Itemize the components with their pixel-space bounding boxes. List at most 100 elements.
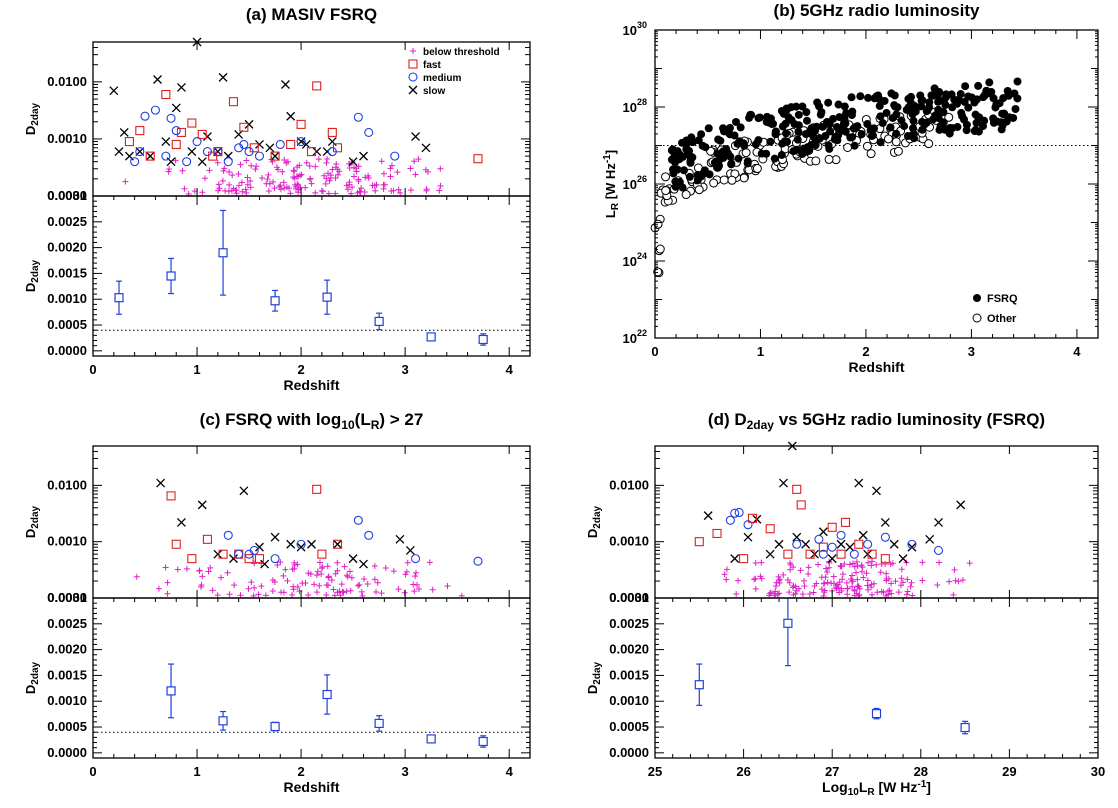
fsrq-point <box>675 150 684 159</box>
y-tick-label: 0.0020 <box>609 642 649 657</box>
binned-point <box>270 721 280 732</box>
below-threshold-point <box>723 566 730 573</box>
y-tick-label: 0.0025 <box>47 616 87 631</box>
below-threshold-points <box>721 558 973 599</box>
fsrq-point <box>875 94 884 103</box>
fast-point <box>818 542 828 552</box>
fsrq-point <box>722 145 731 154</box>
plot-frame <box>92 41 531 197</box>
fsrq-point <box>1011 105 1020 114</box>
below-threshold-point <box>322 180 329 187</box>
below-threshold-point <box>346 568 353 575</box>
below-threshold-point <box>815 561 822 568</box>
x-tick-label: 3 <box>402 362 409 377</box>
below-threshold-point <box>397 190 404 197</box>
binned-point <box>322 292 332 302</box>
below-threshold-point <box>179 167 186 174</box>
below-threshold-point <box>849 572 856 579</box>
fsrq-point <box>792 102 801 111</box>
below-threshold-point <box>290 167 297 174</box>
slow-point <box>854 478 864 488</box>
x-axis-label-subscript: R <box>867 787 875 798</box>
below-threshold-point <box>355 178 362 185</box>
fsrq-point <box>1002 117 1011 126</box>
other-point <box>752 164 762 174</box>
y-tick-label: 0.0100 <box>47 477 87 492</box>
slow-point <box>421 143 431 153</box>
legend-label: slow <box>423 86 445 97</box>
y-tick-label: 0.0020 <box>47 240 87 255</box>
fast-point <box>135 126 145 136</box>
fsrq-point <box>848 133 857 142</box>
x-axis-label-part: L <box>859 779 868 795</box>
medium-point <box>933 545 944 555</box>
below-threshold-point <box>849 560 856 567</box>
slow-point <box>197 500 207 510</box>
binned-points <box>166 663 488 748</box>
slow-point <box>359 559 368 569</box>
medium-point <box>364 530 374 540</box>
fsrq-point <box>998 109 1007 118</box>
below-threshold-point <box>853 569 860 576</box>
below-threshold-point <box>381 181 388 188</box>
below-threshold-point <box>404 559 411 566</box>
below-threshold-point <box>811 583 818 590</box>
other-point <box>811 156 821 166</box>
y-tick-label: 0.0010 <box>609 693 649 708</box>
below-threshold-point <box>868 591 875 598</box>
fast-point <box>187 554 197 564</box>
below-threshold-point <box>206 167 213 174</box>
fast-point <box>317 549 327 559</box>
below-threshold-point <box>166 166 173 173</box>
fsrq-point <box>1013 77 1022 86</box>
below-threshold-point <box>353 168 360 175</box>
fsrq-point <box>726 152 735 161</box>
slow-point <box>395 534 405 544</box>
below-threshold-point <box>411 158 418 165</box>
below-threshold-point <box>380 185 387 192</box>
below-threshold-point <box>907 583 914 590</box>
slow-point <box>858 530 868 540</box>
y-tick-label: 1028 <box>623 97 647 115</box>
y-tick-label: 0.0005 <box>47 719 87 734</box>
slow-point <box>956 500 966 510</box>
x-tick-label: 4 <box>506 362 514 377</box>
y-tick-label: 1026 <box>623 174 647 192</box>
y-tick-label-exponent: 30 <box>637 20 647 30</box>
below-threshold-point <box>318 570 325 577</box>
below-threshold-point <box>346 179 353 186</box>
plot-frame <box>654 597 1099 759</box>
fsrq-point <box>777 106 786 115</box>
fsrq-point <box>751 140 760 149</box>
chart-title-subscript: R <box>371 418 380 432</box>
below-threshold-point <box>325 170 332 177</box>
fsrq-point <box>939 96 948 105</box>
below-threshold-point <box>411 588 418 595</box>
other-point <box>661 172 671 182</box>
below-threshold-point <box>199 573 206 580</box>
fast-point <box>244 554 254 564</box>
below-threshold-point <box>209 587 216 594</box>
below-threshold-point <box>429 586 436 593</box>
fast-point <box>171 539 181 549</box>
below-threshold-point <box>358 588 365 595</box>
below-threshold-point <box>338 581 345 588</box>
series-medium <box>130 105 400 167</box>
below-threshold-point <box>270 178 277 185</box>
below-threshold-point <box>283 184 290 191</box>
below-threshold-point <box>955 578 962 585</box>
below-threshold-point <box>407 165 414 172</box>
y-axis-label-subscript: 2day <box>30 102 41 125</box>
legend-label: medium <box>423 73 461 84</box>
below-threshold-point <box>856 585 863 592</box>
fsrq-point <box>787 115 796 124</box>
below-threshold-point <box>864 577 871 584</box>
below-threshold-point <box>839 571 846 578</box>
below-threshold-point <box>296 162 303 169</box>
below-threshold-point <box>245 585 252 592</box>
fsrq-point <box>918 96 927 105</box>
fsrq-point <box>700 166 709 175</box>
fsrq-point <box>892 110 901 119</box>
below-threshold-point <box>868 562 875 569</box>
